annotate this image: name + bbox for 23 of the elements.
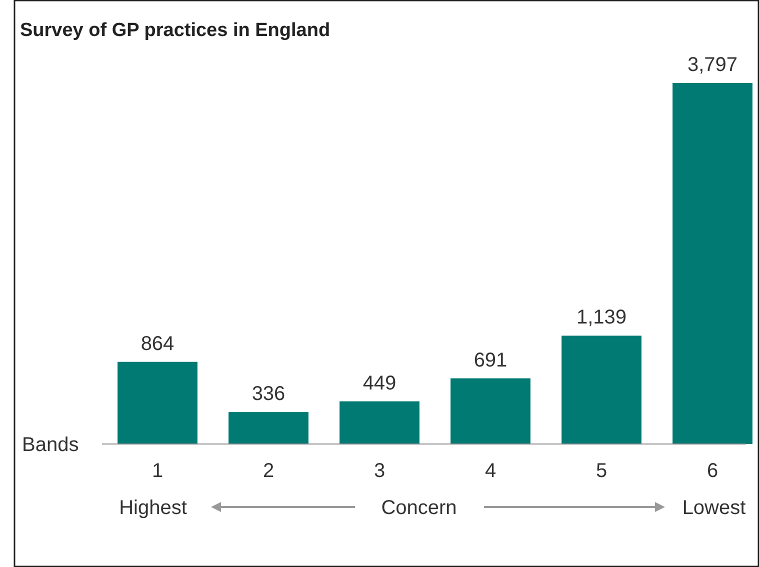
bar [118,362,198,444]
x-tick-label: 5 [596,460,608,482]
data-label: 449 [362,372,396,394]
text: Highest [119,497,188,519]
x-tick-label: 6 [706,460,718,482]
data-label: 1,139 [576,306,627,329]
x-tick-label: 2 [262,460,274,482]
data-label: 691 [474,349,508,372]
text: Concern [381,497,457,519]
x-tick-label: 3 [374,460,386,482]
bar [340,401,420,444]
chart-title: Survey of GP practices in England [20,20,330,41]
bar [672,83,752,444]
x-axis-title: Bands [22,434,79,456]
x-tick-label: 1 [152,460,164,482]
bar [562,336,642,444]
data-label: 864 [140,332,174,355]
data-label: 336 [252,383,286,406]
data-label: 3,797 [687,54,738,76]
text: Lowest [682,497,746,519]
bar [228,412,308,444]
bar [450,378,530,444]
x-tick-label: 4 [484,460,496,482]
